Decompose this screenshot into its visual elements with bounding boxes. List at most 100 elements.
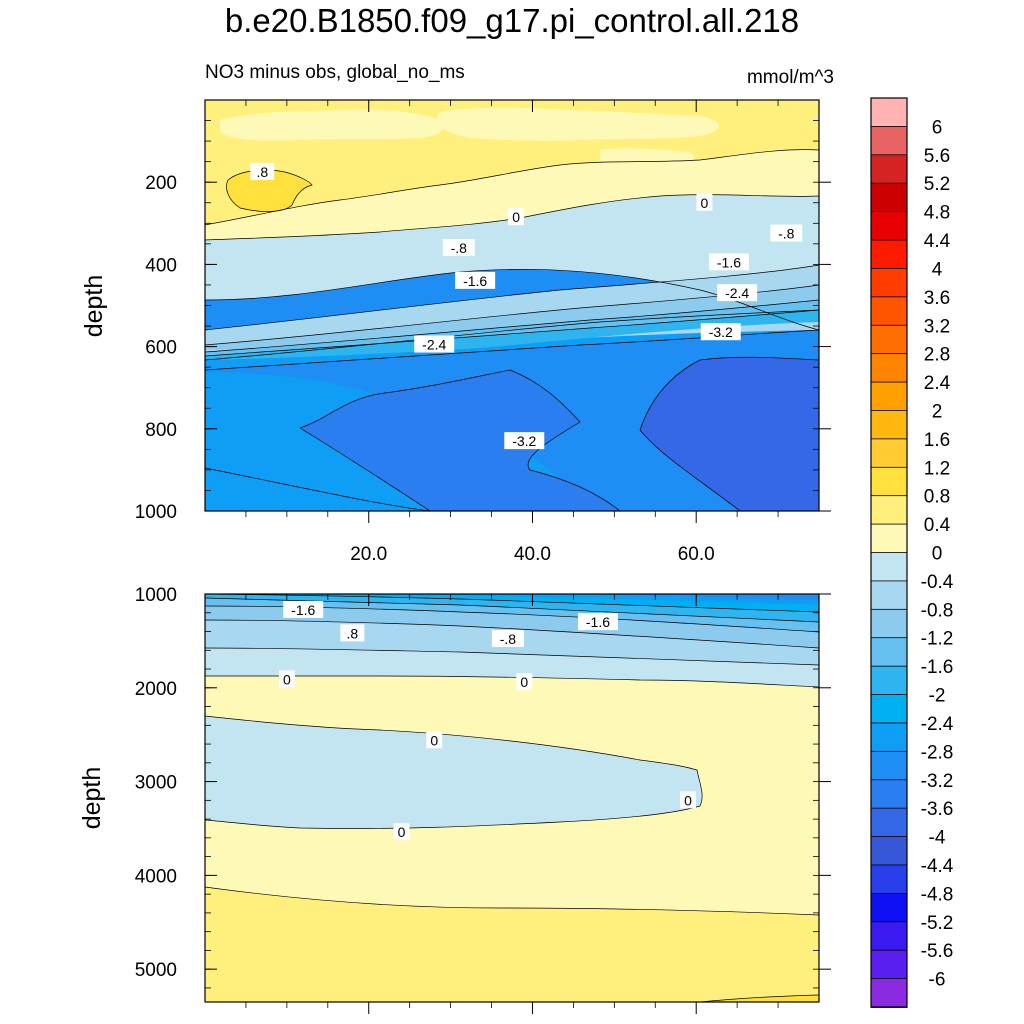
- colorbar-swatch: [870, 438, 908, 469]
- y-tick-label: 400: [145, 255, 177, 276]
- colorbar-swatch: [870, 552, 908, 582]
- contour-label: -1.6: [717, 254, 741, 270]
- contour-label-bg: [508, 208, 525, 226]
- colorbar-swatch: [870, 836, 908, 866]
- colorbar-label: 3.6: [924, 288, 950, 309]
- colorbar-label: 0.4: [924, 515, 951, 536]
- colorbar-label: -4.4: [921, 856, 954, 877]
- colorbar-label: 3.2: [924, 316, 950, 337]
- colorbar-label: -6: [929, 970, 946, 991]
- y-tick-label: 600: [145, 338, 177, 359]
- y-tick-label: 1000: [135, 585, 177, 606]
- contour-label-bg: [717, 284, 758, 302]
- colorbar-swatch: [870, 637, 908, 668]
- contour-label: -1.6: [463, 273, 487, 289]
- subtitle-units: mmol/m^3: [746, 67, 834, 88]
- colorbar-swatch: [870, 580, 908, 611]
- band-near-zero-island: [220, 109, 444, 141]
- band-minus-0-4-lobe: [205, 716, 703, 829]
- y-tick-label: 800: [145, 420, 177, 441]
- contour-label-bg: [393, 823, 410, 841]
- colorbar-label: 4.4: [924, 231, 951, 252]
- lower-panel: [205, 594, 819, 1002]
- band-minus-3-2: [600, 594, 819, 600]
- colorbar-swatch: [870, 296, 908, 327]
- colorbar-label: -0.8: [921, 600, 954, 621]
- colorbar-label: -5.6: [921, 941, 954, 962]
- colorbar-label: -5.2: [921, 913, 954, 934]
- contour-label: 0: [398, 824, 406, 840]
- colorbar-swatch: [870, 864, 908, 895]
- colorbar-swatch: [870, 126, 908, 156]
- colorbar-label: 5.2: [924, 174, 950, 195]
- lower-axes: 1000 2000 3000 4000 5000: [135, 585, 831, 1014]
- band-0-8-to-1-2: [226, 170, 312, 212]
- colorbar-swatch: [870, 239, 908, 270]
- contour-label: -.8: [500, 631, 517, 647]
- colorbar-swatch: [870, 268, 908, 298]
- colorbar-label: 0: [932, 544, 943, 565]
- colorbar-swatch: [870, 523, 908, 554]
- contour-label-bg: [426, 731, 443, 749]
- upper-y-axis-label: depth: [80, 275, 108, 338]
- colorbar-label: -0.4: [921, 572, 954, 593]
- contour-label: -.8: [451, 240, 468, 256]
- y-tick-label: 200: [145, 173, 177, 194]
- band-near-zero-island-3: [600, 148, 694, 169]
- y-tick-label: 3000: [135, 773, 177, 794]
- contour-label: -2.4: [422, 337, 446, 353]
- contour-label: -2.4: [725, 285, 749, 301]
- contour-label: -.8: [778, 226, 795, 242]
- contour-label-bg: [340, 624, 365, 642]
- upper-axes: 200 400 600 800 1000 20.0 40.0 60.0: [135, 99, 831, 565]
- band-0-4-to-0-8: [205, 887, 819, 1002]
- contour-label: -3.2: [709, 324, 733, 340]
- band-near-zero-island-2: [436, 107, 719, 141]
- colorbar-swatch: [870, 211, 908, 241]
- contour-label: .8: [347, 625, 359, 641]
- contour-label-bg: [696, 193, 713, 211]
- colorbar-label: 1.6: [924, 430, 950, 451]
- colorbar-swatch: [870, 750, 908, 781]
- colorbar-swatch: [870, 182, 908, 213]
- contour-label: 0: [700, 195, 708, 211]
- y-tick-label: 5000: [135, 960, 177, 981]
- colorbar-label: -4.8: [921, 884, 954, 905]
- colorbar-swatch: [870, 949, 908, 980]
- colorbar-label: 5.6: [924, 146, 950, 167]
- colorbar-swatch: [870, 892, 908, 923]
- colorbar-swatch: [870, 608, 908, 639]
- contour-label-bg: [577, 613, 618, 631]
- contour-label-bg: [770, 224, 803, 242]
- colorbar-label: 2.8: [924, 345, 950, 366]
- x-tick-label: 20.0: [350, 544, 387, 565]
- lower-y-axis-label: depth: [78, 767, 106, 830]
- colorbar-swatch: [870, 381, 908, 412]
- colorbar-swatch: [870, 410, 908, 440]
- colorbar-swatch: [870, 154, 908, 185]
- colorbar-swatch: [870, 495, 908, 525]
- band-minus-3-6-zone: [300, 370, 620, 511]
- colorbar: 6 5.6 5.2 4.8 4.4 4 3.6 3.2 2.8 2.4 2 1.6 1.2 0.8 0.4 0…: [870, 97, 954, 1008]
- main-title: b.e20.B1850.f09_g17.pi_control.all.218: [224, 2, 800, 39]
- contour-label: -1.6: [586, 614, 610, 630]
- colorbar-label: -4: [929, 828, 946, 849]
- colorbar-swatch: [870, 807, 908, 838]
- lower-contour-lines: [205, 594, 819, 1002]
- band-minus-4-zone: [640, 357, 819, 511]
- contour-label: 0: [684, 792, 692, 808]
- colorbar-label: 1.2: [924, 458, 950, 479]
- upper-panel: [205, 100, 819, 511]
- colorbar-label: -2: [929, 686, 946, 707]
- colorbar-label: -1.6: [921, 657, 954, 678]
- colorbar-swatch: [870, 978, 908, 1008]
- band-0-8-to-1-2: [700, 995, 819, 1002]
- colorbar-label: -1.2: [921, 629, 954, 650]
- colorbar-label: -3.2: [921, 771, 954, 792]
- colorbar-label: 2: [932, 401, 943, 422]
- subtitle-left: NO3 minus obs, global_no_ms: [205, 62, 465, 83]
- x-tick-label: 40.0: [514, 544, 551, 565]
- contour-label-bg: [414, 335, 455, 353]
- contour-label: 0: [520, 674, 528, 690]
